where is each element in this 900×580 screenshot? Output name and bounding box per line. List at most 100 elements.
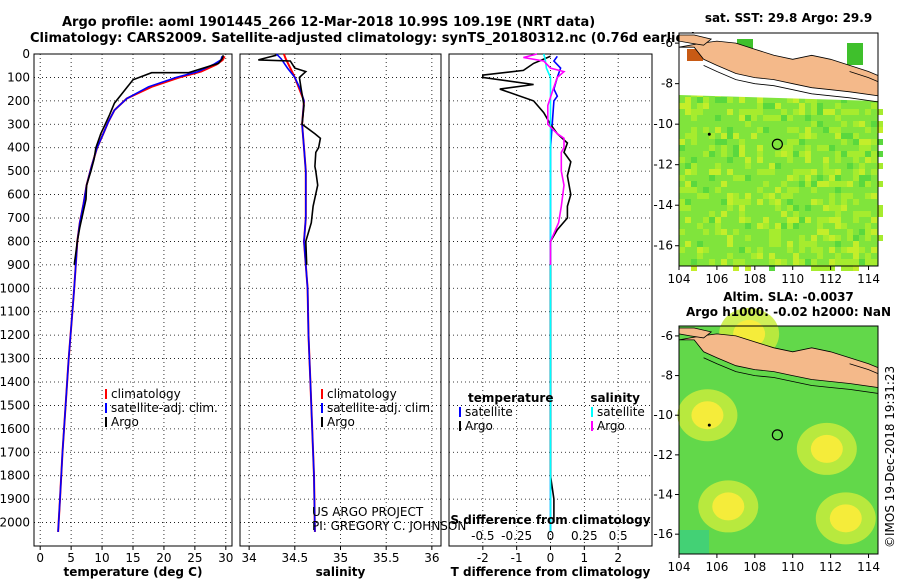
- sst-cell: [739, 151, 745, 157]
- plot-frame: [33, 53, 233, 547]
- sst-cell: [817, 229, 823, 235]
- sst-cell: [769, 115, 775, 121]
- sst-cell: [787, 217, 793, 223]
- sst-cell: [769, 229, 775, 235]
- sst-cell: [739, 145, 745, 151]
- sst-cell: [781, 259, 787, 265]
- y-tick-label: 0: [22, 47, 30, 61]
- sst-cell: [853, 151, 859, 157]
- y-tick-label: -6: [661, 36, 673, 50]
- series-line-3: [73, 54, 225, 266]
- sst-cell: [877, 181, 883, 187]
- sst-cell: [697, 223, 703, 229]
- y-tick-label: 400: [7, 141, 30, 155]
- sst-cell: [775, 187, 781, 193]
- sst-cell: [727, 169, 733, 175]
- sst-cell: [847, 265, 853, 271]
- sst-cell: [745, 163, 751, 169]
- sst-cell: [721, 229, 727, 235]
- pi-credit: PI: GREGORY C. JOHNSON: [312, 519, 466, 533]
- y-tick-label: -12: [653, 448, 673, 462]
- x-tick-label: 108: [743, 272, 766, 286]
- secondary-tick-label: 0.5: [609, 529, 628, 543]
- sst-cell: [799, 247, 805, 253]
- sst-cell: [751, 133, 757, 139]
- sst-cell: [829, 193, 835, 199]
- sst-cell: [679, 157, 685, 163]
- sst-cell: [715, 217, 721, 223]
- sst-cell: [763, 223, 769, 229]
- sst-cell: [757, 187, 763, 193]
- sst-cell: [685, 163, 691, 169]
- sst-cell: [679, 103, 685, 109]
- sst-cell: [721, 199, 727, 205]
- sst-cell: [769, 169, 775, 175]
- sst-cell: [847, 133, 853, 139]
- sst-cell: [871, 169, 877, 175]
- sst-cell: [793, 175, 799, 181]
- sst-cell: [727, 205, 733, 211]
- x-tick-label: 0: [36, 551, 44, 565]
- sst-cell: [835, 211, 841, 217]
- sst-cell: [853, 157, 859, 163]
- legend-title: temperature: [468, 391, 553, 405]
- sst-cell: [775, 229, 781, 235]
- sst-cell: [691, 265, 697, 271]
- sst-cell: [877, 235, 883, 241]
- sst-cell: [871, 103, 877, 109]
- sst-cell: [775, 199, 781, 205]
- sst-cell: [823, 229, 829, 235]
- sst-cell: [823, 145, 829, 151]
- sst-cell: [811, 181, 817, 187]
- sst-cell: [727, 193, 733, 199]
- sst-cell: [805, 175, 811, 181]
- sst-cell: [775, 115, 781, 121]
- sst-cell: [703, 97, 709, 103]
- sst-cell: [823, 163, 829, 169]
- sst-cell: [703, 247, 709, 253]
- sst-cell: [829, 217, 835, 223]
- sst-cell: [715, 127, 721, 133]
- sst-cell: [787, 247, 793, 253]
- sst-cell: [847, 235, 853, 241]
- sst-cell: [865, 229, 871, 235]
- sst-cell: [877, 163, 883, 169]
- sst-cell: [733, 265, 739, 271]
- sst-cell: [769, 241, 775, 247]
- project-credit: US ARGO PROJECT: [312, 505, 424, 519]
- sst-cell: [841, 205, 847, 211]
- sst-cell: [721, 151, 727, 157]
- sst-cell: [859, 163, 865, 169]
- sst-cell: [811, 133, 817, 139]
- sst-cell: [787, 97, 793, 103]
- sst-cell: [835, 127, 841, 133]
- sst-cell: [805, 241, 811, 247]
- sst-cell: [835, 157, 841, 163]
- sst-cell: [727, 199, 733, 205]
- sst-cell: [865, 145, 871, 151]
- x-tick-label: 0: [547, 551, 555, 565]
- sst-cell: [841, 265, 847, 271]
- sst-cell: [787, 175, 793, 181]
- sst-cell: [877, 121, 883, 127]
- sst-cell: [751, 253, 757, 259]
- sst-cell: [721, 97, 727, 103]
- sst-cell: [703, 103, 709, 109]
- sst-cell: [853, 169, 859, 175]
- sst-cell: [829, 259, 835, 265]
- sst-cell: [757, 199, 763, 205]
- sst-cell: [787, 127, 793, 133]
- sst-cell: [757, 97, 763, 103]
- sst-cell: [817, 265, 823, 271]
- sst-cell: [697, 103, 703, 109]
- sst-cell: [727, 241, 733, 247]
- sst-cell: [835, 133, 841, 139]
- sst-cell: [775, 205, 781, 211]
- sst-cell: [733, 133, 739, 139]
- sst-cell: [847, 109, 853, 115]
- figure-title-line2: Climatology: CARS2009. Satellite-adjuste…: [30, 31, 697, 46]
- sst-cell: [787, 145, 793, 151]
- sst-cell: [805, 97, 811, 103]
- sst-cell: [691, 169, 697, 175]
